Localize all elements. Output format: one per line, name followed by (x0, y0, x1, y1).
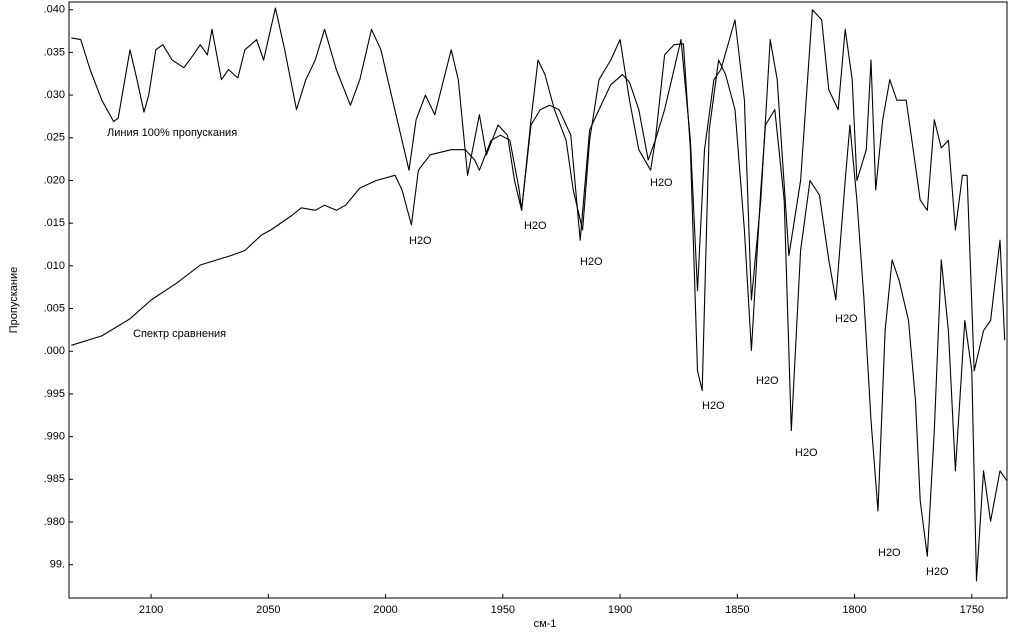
y-tick-label: 99. (50, 559, 65, 571)
y-tick-label: .020 (44, 174, 65, 186)
annotation: H2O (702, 400, 725, 412)
annotation: H2O (835, 313, 858, 325)
y-tick-label: .985 (44, 473, 65, 485)
y-tick-label: .030 (44, 89, 65, 101)
series-label: Спектр сравнения (133, 328, 226, 340)
annotation: H2O (878, 547, 901, 559)
spectrum-line (71, 43, 1008, 582)
x-tick-label: 1850 (725, 604, 749, 616)
y-tick-label: .005 (44, 302, 65, 314)
x-tick-label: 1800 (842, 604, 866, 616)
x-tick-label: 2050 (256, 604, 280, 616)
annotation: H2O (409, 235, 432, 247)
y-tick-label: .010 (44, 260, 65, 272)
annotation: H2O (580, 256, 603, 268)
y-tick-label: .015 (44, 217, 65, 229)
x-tick-label: 2100 (139, 604, 163, 616)
x-tick-label: 1750 (960, 604, 984, 616)
annotation: H2O (650, 177, 673, 189)
y-tick-label: .000 (44, 345, 65, 357)
y-tick-label: .990 (44, 431, 65, 443)
y-tick-label: .980 (44, 516, 65, 528)
y-tick-label: .995 (44, 388, 65, 400)
annotation: H2O (795, 447, 818, 459)
y-tick-label: .025 (44, 132, 65, 144)
x-axis-label: см-1 (534, 618, 557, 630)
annotation: H2O (926, 566, 949, 578)
y-tick-label: .040 (44, 4, 65, 16)
x-tick-label: 1900 (608, 604, 632, 616)
annotation: H2O (524, 220, 547, 232)
x-tick-label: 2000 (373, 604, 397, 616)
y-axis-label: Пропускание (8, 267, 20, 333)
annotation: H2O (756, 375, 779, 387)
plot-frame (68, 1, 1008, 599)
x-tick-label: 1950 (491, 604, 515, 616)
spectrum-line (71, 7, 1006, 372)
series-label: Линия 100% пропускания (107, 127, 237, 139)
y-tick-label: .035 (44, 46, 65, 58)
